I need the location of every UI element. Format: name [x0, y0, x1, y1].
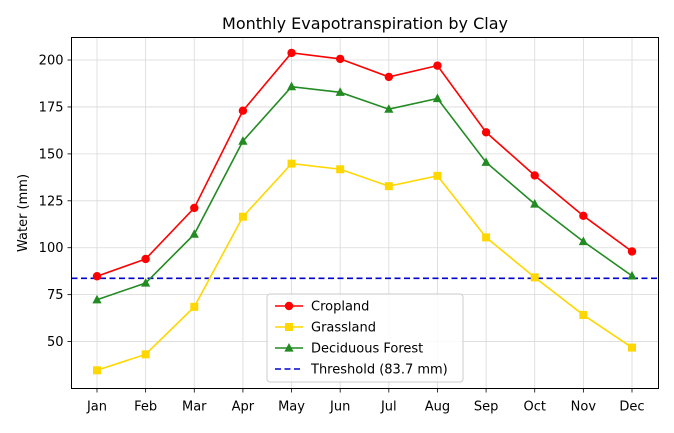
data-point: [190, 302, 199, 311]
y-axis-label: Water (mm): [16, 174, 31, 252]
y-tick-label: 200: [39, 54, 64, 69]
x-tick-label: Jul: [380, 400, 397, 415]
data-point: [238, 106, 248, 115]
data-point: [189, 229, 199, 238]
data-point: [481, 128, 491, 137]
legend-swatch-marker: [284, 301, 294, 311]
data-point: [384, 104, 394, 113]
legend-box: [266, 293, 464, 383]
data-point: [336, 165, 345, 174]
data-point: [141, 278, 151, 287]
legend-label: Threshold (83.7 mm): [310, 363, 448, 378]
data-point: [384, 72, 394, 82]
data-point: [530, 273, 539, 282]
x-tick-label: Nov: [571, 400, 597, 415]
data-point: [384, 182, 393, 191]
legend-label: Grassland: [311, 321, 376, 336]
data-point: [287, 159, 296, 168]
chart-title: Monthly Evapotranspiration by Clay: [222, 14, 508, 33]
x-tick-label: Aug: [425, 400, 450, 415]
data-point: [287, 48, 296, 58]
legend-label: Deciduous Forest: [311, 342, 423, 357]
data-point: [481, 157, 491, 166]
data-point: [335, 54, 345, 64]
data-point: [578, 236, 588, 246]
x-tick-label: Dec: [619, 400, 644, 415]
data-point: [286, 81, 297, 91]
series-layer: [92, 48, 637, 375]
data-point: [141, 254, 150, 264]
x-tick-label: Mar: [182, 400, 207, 415]
data-point: [141, 350, 150, 359]
x-tick-label: Feb: [134, 400, 157, 415]
data-point: [628, 343, 636, 352]
series-cropland: [92, 48, 637, 281]
x-tick-label: Jun: [329, 400, 350, 415]
data-point: [190, 203, 199, 213]
legend-swatch-marker: [284, 343, 294, 352]
y-tick-label: 150: [39, 147, 64, 162]
x-tick-label: May: [278, 400, 305, 415]
x-tick-label: Jan: [86, 400, 107, 415]
data-point: [92, 272, 102, 281]
x-tick-label: Sep: [474, 400, 499, 415]
legend-label: Cropland: [311, 300, 369, 315]
series-grassland: [93, 159, 636, 375]
series-line: [96, 162, 633, 372]
series-line: [96, 85, 633, 301]
series-line: [96, 52, 633, 278]
y-tick-label: 125: [39, 194, 64, 209]
legend: Cropland Grassland Deciduous Forest Thresho…: [266, 293, 464, 383]
data-point: [92, 294, 102, 304]
y-tick-label: 50: [47, 335, 64, 350]
data-point: [433, 61, 442, 70]
data-point: [238, 212, 247, 221]
data-point: [238, 136, 248, 145]
data-point: [627, 270, 637, 280]
tick-layer: Jan Feb Mar Apr May Jun Jul Aug Sep Oct Nov Dec 50 75…: [39, 54, 645, 415]
plot-frame: [71, 37, 659, 389]
data-point: [627, 247, 637, 256]
data-point: [530, 171, 539, 180]
data-point: [93, 366, 101, 375]
x-tick-label: Oct: [523, 400, 545, 415]
y-tick-label: 175: [39, 100, 64, 115]
data-point: [482, 233, 491, 242]
legend-swatch-marker: [285, 323, 293, 331]
series-deciduous-forest: [92, 81, 637, 304]
y-tick-label: 75: [47, 288, 64, 303]
data-point: [335, 87, 345, 96]
y-tick-label: 100: [39, 241, 64, 256]
data-point: [530, 198, 540, 208]
data-point: [579, 310, 588, 319]
data-point: [579, 211, 588, 221]
data-point: [433, 171, 442, 180]
data-point: [432, 93, 443, 103]
x-tick-label: Apr: [232, 400, 255, 415]
